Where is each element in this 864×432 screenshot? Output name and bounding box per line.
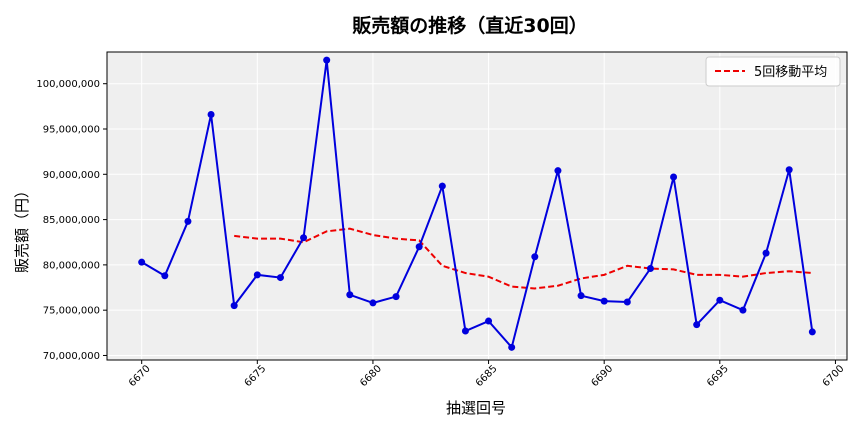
chart-title: 販売額の推移（直近30回） — [352, 14, 587, 37]
sales-point — [392, 293, 400, 301]
sales-point — [623, 298, 631, 306]
sales-point — [762, 249, 770, 257]
sales-point — [785, 166, 793, 174]
sales-point — [808, 328, 816, 336]
sales-point — [300, 234, 308, 242]
sales-point — [276, 274, 284, 282]
x-axis-label: 抽選回号 — [446, 399, 506, 417]
legend: 5回移動平均 — [705, 56, 841, 87]
sales-point — [600, 297, 608, 305]
series-layer — [138, 56, 816, 351]
sales-point — [184, 217, 192, 225]
sales-point — [230, 302, 238, 310]
plot-frame — [106, 51, 848, 361]
sales-point — [508, 343, 516, 351]
x-tick-label: 6700 — [821, 363, 847, 389]
legend-label-moving-average: 5回移動平均 — [754, 65, 827, 80]
x-tick-label: 6680 — [358, 363, 384, 389]
sales-point — [531, 253, 539, 261]
y-tick-label: 80,000,000 — [43, 260, 100, 271]
y-tick-label: 70,000,000 — [43, 351, 100, 362]
x-tick-label: 6690 — [590, 363, 616, 389]
y-tick-label: 85,000,000 — [43, 215, 100, 226]
sales-point — [253, 271, 261, 279]
sales-point — [670, 173, 678, 181]
sales-point — [554, 167, 562, 175]
x-tick-label: 6675 — [243, 363, 269, 389]
sales-point — [438, 182, 446, 190]
sales-point — [369, 299, 377, 307]
y-axis-label: 販売額（円） — [13, 183, 31, 273]
x-tick-label: 6695 — [705, 363, 731, 389]
sales-point — [577, 292, 585, 300]
moving-average-line — [234, 227, 813, 290]
sales-point — [161, 272, 169, 280]
sales-point — [739, 306, 747, 314]
sales-point — [485, 317, 493, 325]
y-tick-label: 95,000,000 — [43, 125, 100, 136]
sales-line — [141, 60, 814, 350]
sales-point — [716, 296, 724, 304]
sales-point — [138, 258, 146, 266]
x-tick-label: 6670 — [127, 363, 153, 389]
sales-point — [346, 291, 354, 299]
y-tick-label: 90,000,000 — [43, 170, 100, 181]
sales-point — [323, 56, 331, 64]
sales-point — [461, 327, 469, 335]
y-tick-label: 75,000,000 — [43, 306, 100, 317]
legend-box — [705, 56, 841, 87]
sales-point — [207, 111, 215, 119]
sales-point — [693, 321, 701, 329]
y-tick-label: 100,000,000 — [36, 79, 100, 90]
x-tick-label: 6685 — [474, 363, 500, 389]
sales-point — [415, 243, 423, 251]
sales-point — [646, 265, 654, 273]
plot-area — [107, 52, 847, 360]
